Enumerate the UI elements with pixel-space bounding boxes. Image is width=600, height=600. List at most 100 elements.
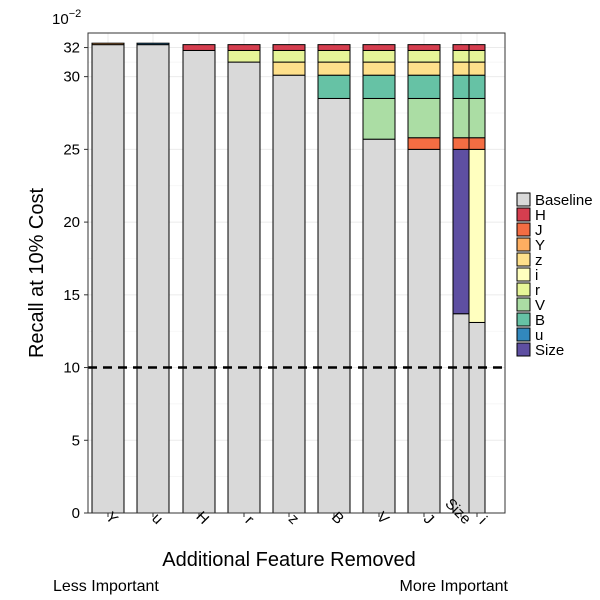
legend-item-b: B [516,312,545,329]
bar-segment-h [272,44,306,51]
bar-segment-r [407,49,441,63]
legend-item-y: Y [516,237,545,254]
bar-segment-size [452,148,470,315]
bar-segment-r [272,49,306,63]
plot-border [87,32,506,514]
y-tick-label: 15 [63,287,80,304]
x-axis-title: Additional Feature Removed [162,549,415,571]
bar-u [136,42,170,514]
legend-label: u [535,327,543,344]
y-tick-label: 30 [63,69,80,86]
bar-segment-h [362,44,396,51]
x-tick-label: i [476,513,490,527]
legend-item-h: H [516,207,546,224]
y-tick-label: 20 [63,214,80,231]
bar-segment-b [317,74,351,99]
bar-segment-baseline [136,44,170,514]
y-tick-label: 32 [63,40,80,57]
bar-segment-v [362,97,396,140]
bar-segment-r [317,49,351,63]
bar-segment-y [91,42,125,46]
legend-label: V [535,297,545,314]
legend-label: H [535,207,546,224]
bar-segment-z [362,61,396,76]
bar-i [468,44,486,514]
bar-segment-z [317,61,351,76]
bar-segment-baseline [227,61,261,514]
y-tick-label: 25 [63,141,80,158]
legend-item-baseline: Baseline [516,192,593,209]
legend-item-j: J [516,222,543,239]
bar-z [272,44,306,514]
legend-item-size: Size [516,342,564,359]
legend-item-r: r [516,282,540,299]
y-tick-label: 0 [72,505,80,522]
legend-item-i: i [516,267,538,284]
legend-label: r [535,282,540,299]
bar-v [362,44,396,514]
bar-segment-j [452,137,470,150]
legend-swatch [516,342,531,357]
bar-segment-baseline [452,313,470,514]
y-tick-label: 10 [63,360,80,377]
legend-swatch [516,222,531,237]
legend-label: B [535,312,545,329]
y-scale-base: 10 [52,11,69,28]
bar-segment-j [468,137,486,150]
bar-segment-baseline [317,97,351,514]
y-axis: 0 5 10 15 20 25 30 32 [63,40,88,522]
legend-swatch [516,327,531,342]
bar-segment-r [468,49,486,63]
bar-segment-z [272,61,306,76]
bar-segment-i [468,148,486,323]
bar-segment-baseline [91,44,125,514]
bar-segment-h [227,44,261,51]
y-axis-title: Recall at 10% Cost [26,188,48,359]
bar-segment-v [407,97,441,139]
bar-segment-j [407,137,441,150]
bar-segment-r [452,49,470,63]
bar-segment-h [407,44,441,51]
bar-segment-h [468,44,486,51]
bar-segment-z [407,61,441,76]
legend-item-z: z [516,252,543,269]
legend-label: Size [535,342,564,359]
bar-h [182,44,216,514]
bar-segment-h [317,44,351,51]
bar-segment-baseline [407,148,441,514]
bar-segment-baseline [362,138,396,514]
bar-segment-r [227,49,261,63]
legend-label: z [535,252,543,269]
bar-segment-z [468,61,486,76]
bar-segment-h [182,44,216,51]
bar-j [407,44,441,514]
bar-segment-v [468,97,486,139]
bar-segment-b [407,74,441,99]
legend-swatch [516,282,531,297]
legend-swatch [516,267,531,282]
legend-label: Baseline [535,192,593,209]
bar-size [452,44,470,514]
legend-swatch [516,192,531,207]
legend-swatch [516,252,531,267]
legend-item-v: V [516,297,545,314]
y-scale-factor: 10−2 [52,8,81,28]
less-important-note: Less Important [53,578,159,595]
legend-swatch [516,297,531,312]
bar-segment-baseline [182,49,216,514]
legend-swatch [516,207,531,222]
legend-label: i [535,267,538,284]
bar-segment-h [452,44,470,51]
bar-segment-baseline [272,74,306,514]
legend-swatch [516,312,531,327]
bar-y [91,42,125,514]
bar-segment-v [452,97,470,139]
bar-segment-b [362,74,396,99]
bar-segment-baseline [468,321,486,514]
bar-b [317,44,351,514]
bar-r [227,44,261,514]
y-scale-exponent: −2 [69,8,82,20]
bar-segment-z [452,61,470,76]
bar-segment-b [452,74,470,99]
